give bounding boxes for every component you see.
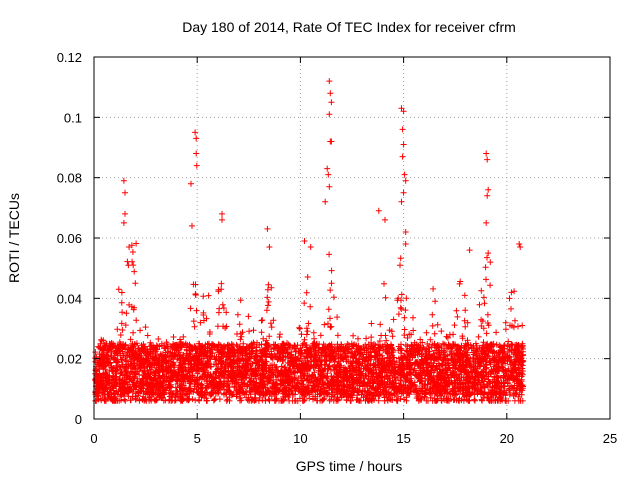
y-tick-label: 0.04	[57, 291, 82, 306]
data-points	[92, 78, 527, 404]
y-tick-label: 0	[75, 412, 82, 427]
x-tick-label: 5	[194, 431, 201, 446]
y-tick-label: 0.08	[57, 171, 82, 186]
x-tick-label: 10	[293, 431, 307, 446]
y-tick-label: 0.12	[57, 50, 82, 65]
grid-lines	[94, 57, 610, 419]
x-tick-label: 20	[500, 431, 514, 446]
x-axis-label: GPS time / hours	[296, 458, 403, 474]
x-tick-label: 25	[603, 431, 617, 446]
axis-ticks	[93, 56, 611, 420]
x-tick-label: 15	[396, 431, 410, 446]
y-axis-label: ROTI / TECUs	[6, 193, 22, 283]
y-tick-label: 0.1	[64, 110, 82, 125]
y-tick-label: 0.02	[57, 352, 82, 367]
chart-title: Day 180 of 2014, Rate Of TEC Index for r…	[182, 19, 516, 35]
x-tick-label: 0	[90, 431, 97, 446]
scatter-markers	[92, 78, 527, 404]
y-tick-label: 0.06	[57, 231, 82, 246]
tick-labels: 0 5 10 15 20 25 0 0.02 0.04 0.06 0.08 0.1 0.12	[57, 50, 618, 446]
